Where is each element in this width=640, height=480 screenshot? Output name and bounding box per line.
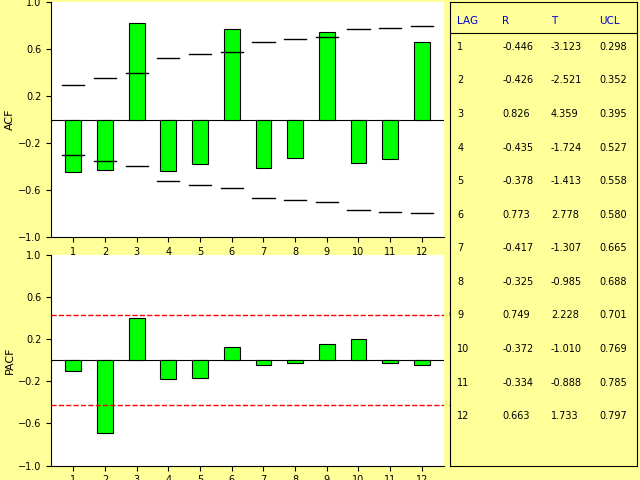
Text: -0.429: -0.429 [448, 400, 479, 410]
Bar [414, 42, 429, 120]
Bar [161, 120, 176, 170]
Bar [65, 120, 81, 172]
Text: 10: 10 [457, 344, 470, 354]
Bar [65, 360, 81, 371]
Bar [287, 360, 303, 363]
Bar [287, 120, 303, 158]
Y-axis label: ACF: ACF [5, 109, 15, 131]
Text: -0.888: -0.888 [551, 378, 582, 387]
Text: -0.372: -0.372 [502, 344, 533, 354]
Text: 0.298: 0.298 [600, 42, 627, 52]
Text: -3.123: -3.123 [551, 42, 582, 52]
Bar [255, 360, 271, 365]
Text: 6: 6 [457, 210, 463, 220]
Bar [161, 360, 176, 379]
Text: 8: 8 [457, 277, 463, 287]
Text: 0.395: 0.395 [600, 109, 627, 119]
Bar [129, 23, 145, 120]
Text: 2.778: 2.778 [551, 210, 579, 220]
Text: -1.724: -1.724 [551, 143, 582, 153]
Text: 12: 12 [457, 411, 470, 421]
Text: -0.426: -0.426 [502, 75, 533, 85]
Text: 4.359: 4.359 [551, 109, 579, 119]
Text: 9: 9 [457, 311, 463, 321]
Text: 0.527: 0.527 [600, 143, 627, 153]
Text: -0.985: -0.985 [551, 277, 582, 287]
Text: -1.307: -1.307 [551, 243, 582, 253]
Text: 5: 5 [457, 176, 463, 186]
Text: 7: 7 [457, 243, 463, 253]
Text: 0.688: 0.688 [600, 277, 627, 287]
Text: -0.435: -0.435 [502, 143, 533, 153]
Text: -1.413: -1.413 [551, 176, 582, 186]
Text: R: R [502, 16, 509, 26]
Text: 0.352: 0.352 [600, 75, 627, 85]
Text: -0.325: -0.325 [502, 277, 533, 287]
Text: -2.521: -2.521 [551, 75, 582, 85]
Text: LAG: LAG [457, 16, 478, 26]
Text: -0.417: -0.417 [502, 243, 533, 253]
Text: 0.663: 0.663 [502, 411, 530, 421]
Text: -0.446: -0.446 [502, 42, 533, 52]
Text: 0.665: 0.665 [600, 243, 627, 253]
Bar [351, 120, 366, 163]
Bar [129, 318, 145, 360]
Bar [192, 360, 208, 378]
Text: 2.228: 2.228 [551, 311, 579, 321]
Bar [382, 360, 398, 363]
Text: 0.580: 0.580 [600, 210, 627, 220]
Bar [319, 344, 335, 360]
Bar [192, 120, 208, 164]
Y-axis label: PACF: PACF [5, 347, 15, 374]
Text: 0.773: 0.773 [502, 210, 530, 220]
Text: 4: 4 [457, 143, 463, 153]
Text: 0.429: 0.429 [448, 310, 476, 320]
Bar [319, 32, 335, 120]
Bar [255, 120, 271, 168]
Text: 0.769: 0.769 [600, 344, 627, 354]
Bar [351, 339, 366, 360]
Text: 0.785: 0.785 [600, 378, 627, 387]
Bar [414, 360, 429, 365]
Text: -0.378: -0.378 [502, 176, 533, 186]
Text: 0.797: 0.797 [600, 411, 627, 421]
Text: 2: 2 [457, 75, 463, 85]
Text: 11: 11 [457, 378, 470, 387]
Text: 1.733: 1.733 [551, 411, 579, 421]
Bar [97, 360, 113, 433]
Text: 0.701: 0.701 [600, 311, 627, 321]
Bar [382, 120, 398, 159]
Text: T: T [551, 16, 557, 26]
Bar [224, 348, 239, 360]
Text: 0.749: 0.749 [502, 311, 530, 321]
Text: -1.010: -1.010 [551, 344, 582, 354]
Text: 0.826: 0.826 [502, 109, 530, 119]
Text: 1: 1 [457, 42, 463, 52]
Text: 0.558: 0.558 [600, 176, 627, 186]
Text: 3: 3 [457, 109, 463, 119]
Bar [97, 120, 113, 169]
Bar [224, 29, 239, 120]
Text: -0.334: -0.334 [502, 378, 533, 387]
Text: UCL: UCL [600, 16, 620, 26]
